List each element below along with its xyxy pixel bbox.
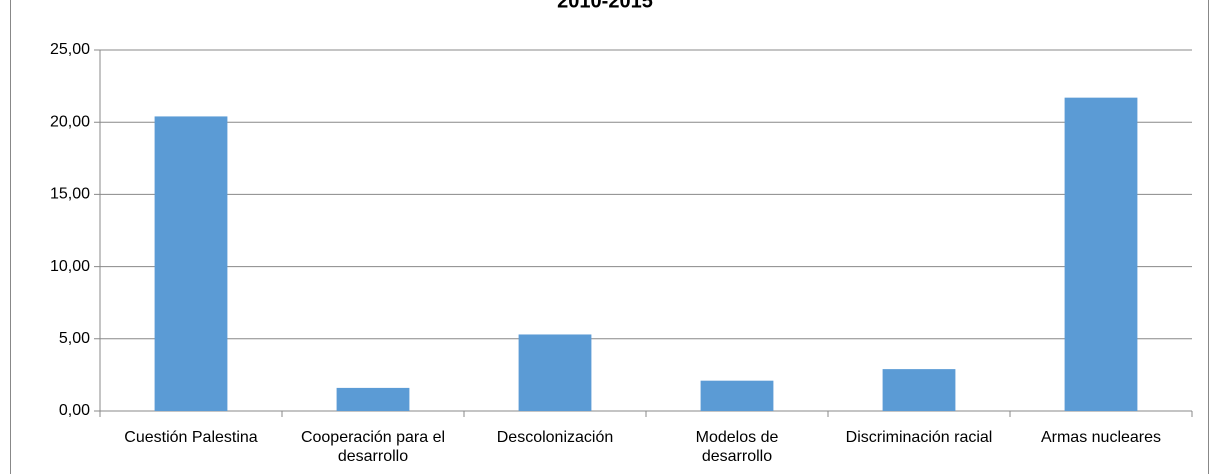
- x-tick-label: Cuestión Palestina: [124, 429, 258, 446]
- bar: [154, 116, 228, 411]
- chart-title: 2010-2015: [557, 0, 653, 12]
- bar: [700, 380, 774, 411]
- y-tick-label: 25,00: [50, 41, 90, 58]
- y-tick-label: 15,00: [50, 186, 90, 203]
- bar: [1064, 97, 1138, 411]
- bar: [336, 387, 410, 411]
- y-tick-label: 0,00: [59, 402, 90, 419]
- bar: [882, 369, 956, 411]
- y-tick-label: 5,00: [59, 330, 90, 347]
- x-tick-label: Armas nucleares: [1040, 429, 1162, 446]
- y-tick-label: 20,00: [50, 113, 90, 130]
- x-tick-label: Discriminación racial: [845, 429, 993, 446]
- x-tick-label: Cooperación para el desarrollo: [300, 429, 446, 465]
- x-tick-label: Descolonización: [496, 429, 614, 446]
- y-tick-label: 10,00: [50, 258, 90, 275]
- chart-frame: [10, 0, 1209, 474]
- bar: [518, 334, 592, 411]
- x-tick-label: Modelos de desarrollo: [695, 429, 779, 465]
